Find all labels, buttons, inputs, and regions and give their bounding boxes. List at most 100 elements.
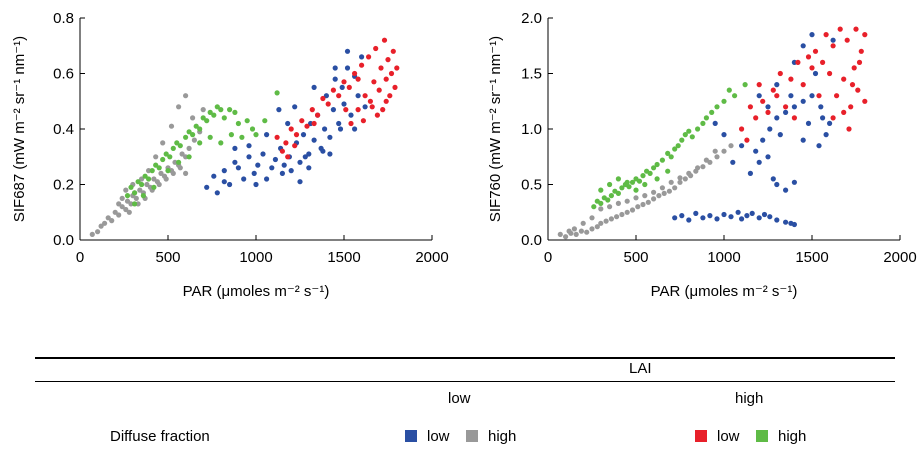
- sif687-point-lowLAI_lowDiffuse-13: [269, 165, 275, 171]
- sif687-point-highLAI_highDiffuse-36: [165, 168, 171, 174]
- sif687-point-lowLAI_highDiffuse-34: [146, 168, 152, 174]
- sif687-point-lowLAI_lowDiffuse-50: [253, 181, 259, 188]
- sif760-point-lowLAI_lowDiffuse-32: [791, 104, 798, 110]
- sif687-point-lowLAI_highDiffuse-50: [183, 170, 189, 176]
- sif687-point-lowLAI_lowDiffuse-22: [306, 151, 312, 157]
- sif760-point-highLAI_lowDiffuse-34: [841, 109, 847, 115]
- sif760-point-lowLAI_highDiffuse-47: [580, 220, 586, 226]
- sif760-point-highLAI_highDiffuse-44: [665, 168, 671, 174]
- sif687-point-lowLAI_highDiffuse-49: [177, 165, 183, 171]
- sif760-point-lowLAI_highDiffuse-37: [642, 193, 648, 199]
- sif687-point-lowLAI_highDiffuse-9: [123, 206, 129, 213]
- sif687-point-highLAI_lowDiffuse-21: [371, 79, 377, 85]
- sif687-point-highLAI_highDiffuse-33: [253, 132, 259, 138]
- sif687-point-highLAI_lowDiffuse-29: [387, 93, 393, 99]
- sif687-point-lowLAI_highDiffuse-5: [109, 218, 115, 224]
- sif760-point-highLAI_highDiffuse-35: [732, 93, 738, 99]
- sif687-point-highLAI_highDiffuse-19: [193, 123, 199, 129]
- sif760-chart: 0 500 1000 1500 2000 0.0 0.5 1.0 1.5 2.0 PAR (μm…: [487, 10, 917, 300]
- sif687-point-highLAI_lowDiffuse-10: [325, 101, 331, 107]
- sif687-point-lowLAI_lowDiffuse-29: [327, 134, 333, 140]
- sif687-point-lowLAI_lowDiffuse-24: [311, 137, 317, 143]
- sif687-point-highLAI_lowDiffuse-1: [279, 148, 285, 154]
- sif760-point-lowLAI_lowDiffuse-7: [721, 211, 727, 218]
- sif760-point-highLAI_lowDiffuse-16: [809, 65, 815, 71]
- sif760-point-lowLAI_lowDiffuse-49: [827, 120, 833, 126]
- sif687-point-highLAI_highDiffuse-26: [218, 107, 224, 113]
- sif687-point-lowLAI_lowDiffuse-2: [214, 190, 220, 196]
- sif760-point-lowLAI_highDiffuse-10: [608, 216, 615, 222]
- sif760-point-highLAI_highDiffuse-4: [605, 197, 611, 203]
- sif687-point-highLAI_lowDiffuse-35: [360, 118, 366, 124]
- sif687-x-tick-label: 1500: [327, 249, 360, 266]
- sif760-y-tick-label: 2.0: [521, 10, 542, 27]
- sif687-point-lowLAI_lowDiffuse-38: [355, 93, 361, 99]
- sif687-point-highLAI_lowDiffuse-7: [309, 107, 315, 113]
- sif760-x-ticks: 0 500 1000 1500 2000: [544, 235, 917, 266]
- sif687-point-highLAI_lowDiffuse-28: [385, 57, 391, 63]
- sif760-point-lowLAI_highDiffuse-6: [589, 226, 595, 232]
- sif687-point-lowLAI_lowDiffuse-46: [311, 84, 317, 90]
- sif760-point-highLAI_highDiffuse-36: [742, 82, 748, 88]
- sif760-point-lowLAI_lowDiffuse-6: [714, 216, 720, 222]
- sif687-point-lowLAI_lowDiffuse-35: [344, 65, 351, 71]
- table-mid-rule: [35, 381, 895, 382]
- sif687-point-highLAI_highDiffuse-30: [235, 120, 241, 127]
- sif760-point-highLAI_highDiffuse-39: [615, 176, 622, 182]
- sif687-point-lowLAI_highDiffuse-33: [139, 176, 145, 182]
- sif760-x-axis-label: PAR (μmoles m⁻² s⁻¹): [651, 283, 798, 300]
- sif687-point-lowLAI_lowDiffuse-48: [344, 48, 351, 54]
- sif760-point-highLAI_lowDiffuse-30: [855, 87, 861, 93]
- sif760-point-lowLAI_highDiffuse-45: [712, 148, 718, 154]
- sif760-point-highLAI_highDiffuse-5: [608, 193, 615, 199]
- sif687-y-tick-label: 0.8: [53, 10, 74, 27]
- sif687-point-lowLAI_highDiffuse-40: [190, 115, 196, 121]
- sif687-x-ticks: 0 500 1000 1500 2000: [76, 235, 449, 266]
- sif687-point-highLAI_lowDiffuse-11: [330, 87, 336, 93]
- sif687-point-highLAI_lowDiffuse-3: [288, 126, 294, 132]
- sif760-point-highLAI_highDiffuse-34: [726, 87, 732, 93]
- sif760-point-highLAI_highDiffuse-20: [665, 150, 671, 156]
- sif687-point-lowLAI_highDiffuse-1: [95, 229, 101, 235]
- sif760-point-lowLAI_lowDiffuse-46: [805, 120, 812, 126]
- sif760-point-highLAI_highDiffuse-37: [598, 187, 604, 193]
- sif687-point-lowLAI_highDiffuse-4: [105, 215, 111, 221]
- sif760-point-lowLAI_highDiffuse-11: [614, 214, 620, 220]
- sif760-point-lowLAI_lowDiffuse-50: [830, 37, 836, 43]
- sif760-point-highLAI_lowDiffuse-14: [800, 82, 806, 88]
- sif760-point-highLAI_lowDiffuse-2: [747, 104, 754, 110]
- sif760-point-lowLAI_lowDiffuse-36: [739, 143, 745, 149]
- sif687-x-tick-label: 500: [155, 249, 180, 266]
- sif687-point-lowLAI_lowDiffuse-9: [251, 170, 257, 176]
- sif687-x-tick-label: 0: [76, 249, 84, 266]
- sif687-point-lowLAI_highDiffuse-53: [116, 201, 122, 207]
- legend-swatch-low-lai-high-diffuse: [466, 430, 478, 442]
- sif760-point-lowLAI_highDiffuse-29: [714, 154, 720, 160]
- sif687-point-highLAI_lowDiffuse-25: [380, 107, 386, 113]
- sif760-point-lowLAI_highDiffuse-41: [677, 175, 683, 181]
- sif687-point-highLAI_highDiffuse-42: [228, 132, 234, 138]
- sif687-point-highLAI_highDiffuse-38: [186, 154, 192, 160]
- sif687-point-highLAI_highDiffuse-41: [218, 140, 224, 146]
- sif687-point-highLAI_lowDiffuse-12: [336, 93, 342, 99]
- sif760-x-tick-label: 0: [544, 249, 552, 266]
- sif760-point-highLAI_lowDiffuse-25: [841, 76, 847, 82]
- sif687-point-highLAI_lowDiffuse-17: [359, 62, 365, 68]
- sif760-point-lowLAI_lowDiffuse-40: [756, 93, 762, 99]
- sif760-point-highLAI_highDiffuse-13: [636, 178, 643, 184]
- sif760-point-lowLAI_highDiffuse-42: [686, 170, 692, 176]
- sif760-point-lowLAI_highDiffuse-39: [659, 185, 666, 191]
- sif760-point-lowLAI_lowDiffuse-30: [774, 115, 780, 121]
- sif687-point-highLAI_highDiffuse-28: [227, 107, 233, 113]
- sif687-point-highLAI_highDiffuse-34: [262, 118, 268, 124]
- sif687-point-lowLAI_highDiffuse-46: [156, 181, 162, 188]
- sif687-point-lowLAI_lowDiffuse-31: [332, 76, 338, 82]
- sif760-point-highLAI_highDiffuse-41: [633, 187, 639, 193]
- sif687-point-highLAI_highDiffuse-21: [200, 115, 206, 121]
- sif687-point-lowLAI_highDiffuse-26: [179, 151, 185, 157]
- sif760-point-lowLAI_highDiffuse-17: [645, 199, 651, 205]
- sif760-point-lowLAI_highDiffuse-22: [672, 185, 678, 191]
- sif687-point-lowLAI_highDiffuse-35: [153, 154, 159, 160]
- sif760-point-lowLAI_highDiffuse-27: [700, 164, 706, 170]
- sif760-point-lowLAI_lowDiffuse-43: [800, 43, 806, 49]
